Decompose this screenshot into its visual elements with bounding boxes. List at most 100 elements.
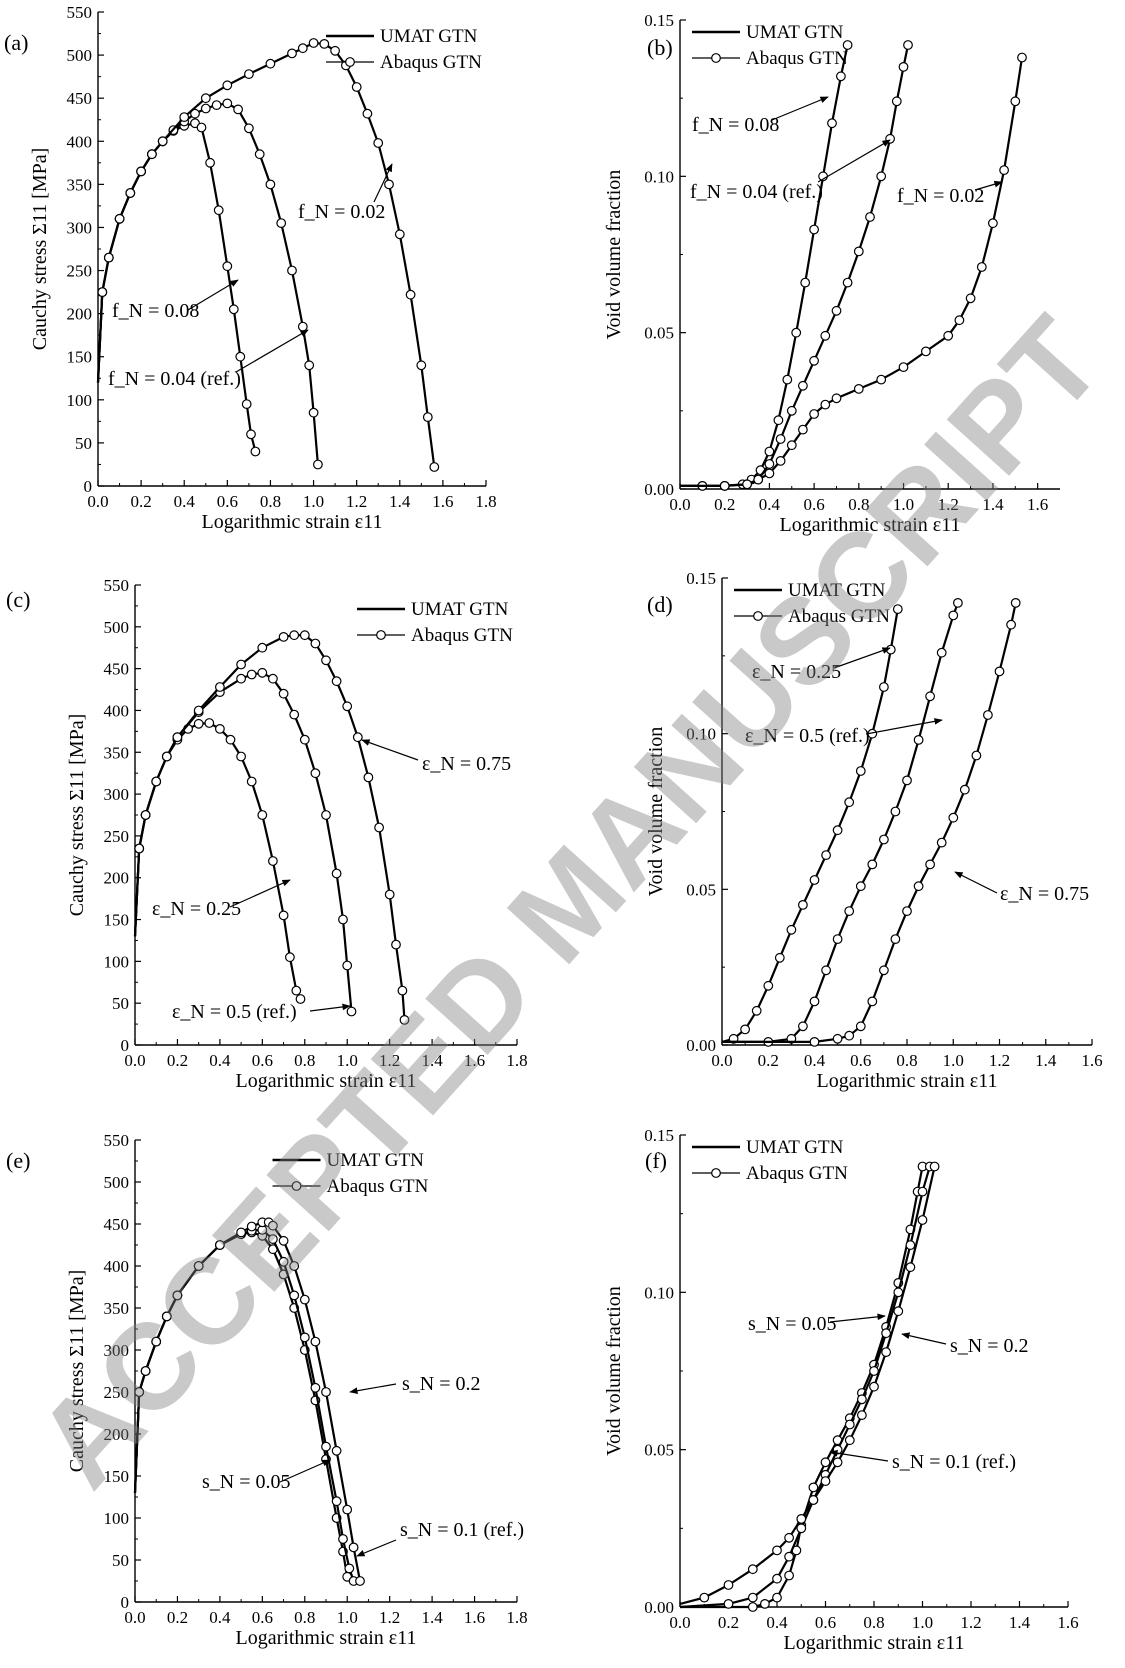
x-tick-label: 0.0 (124, 1608, 145, 1627)
data-point (881, 1328, 891, 1339)
x-tick-label: 1.2 (379, 1051, 400, 1070)
legend: UMAT GTN Abaqus GTN (692, 1137, 848, 1184)
data-point (869, 1366, 879, 1376)
x-tick-label: 0.6 (217, 492, 238, 511)
data-point (879, 682, 889, 692)
data-point (265, 179, 276, 190)
data-point (214, 1240, 225, 1250)
x-tick-label: 1.4 (982, 495, 1004, 514)
data-point (893, 1287, 904, 1298)
data-point (867, 996, 878, 1007)
data-point (331, 1496, 342, 1507)
data-point (800, 277, 811, 288)
data-point (751, 1005, 762, 1016)
data-point (747, 1592, 758, 1603)
annotation-label: s_N = 0.2 (950, 1335, 1029, 1357)
data-point (936, 647, 947, 658)
y-tick-label: 0.10 (644, 1283, 674, 1302)
x-tick-label: 1.0 (337, 1051, 358, 1070)
data-point (278, 688, 289, 699)
y-tick-label: 550 (104, 576, 130, 595)
data-point (429, 462, 440, 472)
data-point (832, 1457, 843, 1468)
legend: UMAT GTN Abaqus GTN (357, 599, 513, 646)
data-point (774, 952, 785, 963)
data-point (827, 118, 837, 129)
data-point (1017, 52, 1027, 63)
data-point (362, 108, 373, 119)
panel-label: (f) (645, 1148, 667, 1173)
data-point (764, 468, 775, 479)
x-tick-label: 0.4 (766, 1613, 788, 1632)
data-point (125, 188, 136, 198)
data-point (319, 39, 330, 49)
data-point (699, 1592, 710, 1603)
x-tick-label: 0.8 (294, 1051, 315, 1070)
data-point (346, 1006, 357, 1017)
x-tick-label: 1.2 (989, 1051, 1010, 1070)
x-tick-label: 1.6 (1057, 1613, 1078, 1632)
data-point (243, 123, 254, 134)
data-point (193, 1261, 204, 1271)
data-point (786, 405, 797, 416)
data-point (213, 205, 224, 216)
series-line-umat (96, 122, 257, 452)
data-point (913, 881, 924, 892)
x-tick-label: 0.2 (130, 492, 151, 511)
data-point (796, 1523, 807, 1534)
y-tick-label: 0.10 (686, 725, 716, 744)
x-tick-label: 0.2 (758, 1051, 779, 1070)
annotation-arrow (361, 739, 419, 761)
annotation-label: s_N = 0.1 (ref.) (892, 1451, 1016, 1473)
y-axis-label: Void volume fraction (603, 170, 625, 340)
data-point (289, 1261, 300, 1271)
y-tick-label: 150 (104, 911, 130, 930)
y-tick-label: 0.15 (644, 11, 674, 30)
data-point (374, 822, 385, 833)
data-point (233, 104, 244, 115)
data-point (299, 734, 310, 745)
y-tick-label: 200 (67, 305, 93, 324)
data-point (855, 1021, 866, 1032)
data-point (103, 252, 114, 263)
x-tick-label: 0.8 (848, 495, 869, 514)
annotation-arrow (954, 871, 998, 894)
x-tick-label: 1.6 (1081, 1051, 1102, 1070)
data-point (994, 666, 1005, 677)
data-point (740, 1024, 750, 1035)
y-tick-label: 250 (67, 262, 93, 281)
data-point (876, 374, 887, 385)
data-point (321, 1441, 331, 1452)
data-point (254, 149, 265, 160)
x-tick-label: 0.6 (850, 1051, 871, 1070)
y-tick-label: 400 (67, 132, 93, 151)
x-tick-label: 1.2 (379, 1608, 400, 1627)
legend: UMAT GTN Abaqus GTN (272, 1150, 429, 1197)
panel-c: (c) 0.0 0.2 0.4 0.6 0.8 1.0 1.2 1.4 1.6 1.8 0 50 100… (6, 576, 528, 1092)
data-point (809, 224, 819, 235)
x-tick-label: 1.0 (337, 1608, 358, 1627)
data-point (723, 1598, 734, 1609)
data-point (831, 305, 842, 316)
data-point (948, 812, 959, 823)
data-point (902, 775, 912, 786)
legend-label: Abaqus GTN (746, 48, 848, 69)
annotation-arrow (187, 279, 239, 311)
data-point (297, 43, 308, 54)
data-point (784, 1532, 794, 1543)
legend-label: Abaqus GTN (327, 1176, 429, 1197)
panel-label: (e) (6, 1148, 30, 1173)
data-point (134, 1387, 145, 1397)
data-point (289, 630, 300, 641)
data-point (798, 424, 808, 435)
data-point (278, 910, 289, 921)
data-point (1010, 96, 1021, 107)
data-point (235, 351, 246, 362)
data-point (321, 1387, 331, 1397)
annotation-arrow (356, 1539, 397, 1557)
y-tick-label: 150 (67, 348, 93, 367)
data-point (836, 71, 846, 82)
data-point (391, 939, 401, 950)
y-tick-label: 350 (67, 175, 93, 194)
